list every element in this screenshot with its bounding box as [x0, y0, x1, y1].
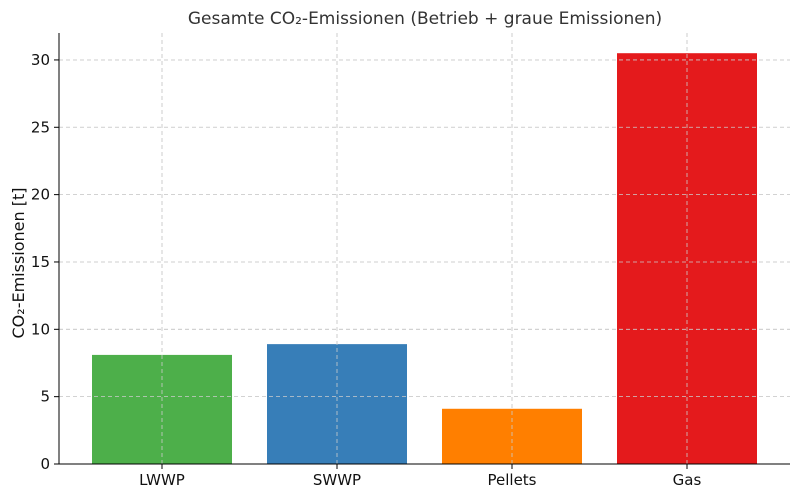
y-axis-label: CO₂-Emissionen [t] — [9, 188, 28, 339]
axes: 0 5 10 15 20 25 30 LWWP SWWP Pellets Gas — [31, 33, 790, 489]
y-tick-label: 15 — [31, 253, 50, 271]
bar-lwwp — [92, 354, 232, 464]
x-tick-label-gas: Gas — [673, 471, 702, 489]
y-tick-label: 20 — [31, 186, 50, 204]
y-tick-label: 0 — [40, 455, 50, 473]
x-tick-label-pellets: Pellets — [488, 471, 537, 489]
x-tick-label-swwp: SWWP — [313, 471, 361, 489]
x-tick-label-lwwp: LWWP — [139, 471, 185, 489]
y-tick-label: 5 — [40, 388, 50, 406]
y-tick-label: 10 — [31, 320, 50, 338]
y-tick-label: 25 — [31, 118, 50, 136]
bars — [59, 33, 790, 464]
chart-title: Gesamte CO₂-Emissionen (Betrieb + graue … — [188, 9, 662, 29]
y-tick-label: 30 — [31, 51, 50, 69]
